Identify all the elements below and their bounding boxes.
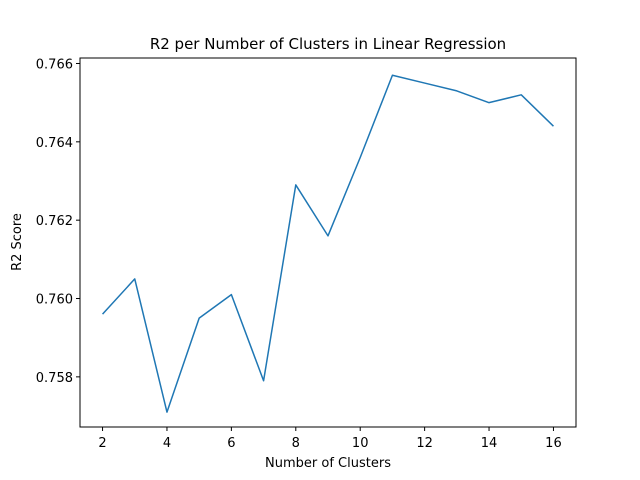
plot-frame [79, 57, 577, 428]
y-axis: 0.758 0.760 0.762 0.764 0.766 [36, 57, 80, 386]
x-tick-label: 14 [481, 436, 498, 451]
x-tick-label: 10 [352, 436, 369, 451]
x-axis-title: Number of Clusters [265, 456, 391, 471]
y-tick-label: 0.764 [36, 136, 73, 151]
y-tick-label: 0.760 [36, 293, 73, 308]
x-tick-label: 6 [227, 436, 235, 451]
y-tick-label: 0.758 [36, 371, 73, 386]
x-tick-label: 16 [545, 436, 562, 451]
x-tick-label: 4 [163, 436, 171, 451]
plot-area [79, 57, 577, 428]
x-tick-label: 8 [292, 436, 300, 451]
y-tick-label: 0.762 [36, 214, 73, 229]
x-axis: 2 4 6 8 10 12 14 16 [98, 427, 562, 451]
chart-title: R2 per Number of Clusters in Linear Regr… [150, 35, 506, 53]
series-line [101, 74, 554, 413]
x-tick-label: 12 [416, 436, 433, 451]
y-tick-label: 0.766 [36, 57, 73, 72]
y-axis-title: R2 Score [10, 213, 25, 271]
x-tick-label: 2 [98, 436, 106, 451]
